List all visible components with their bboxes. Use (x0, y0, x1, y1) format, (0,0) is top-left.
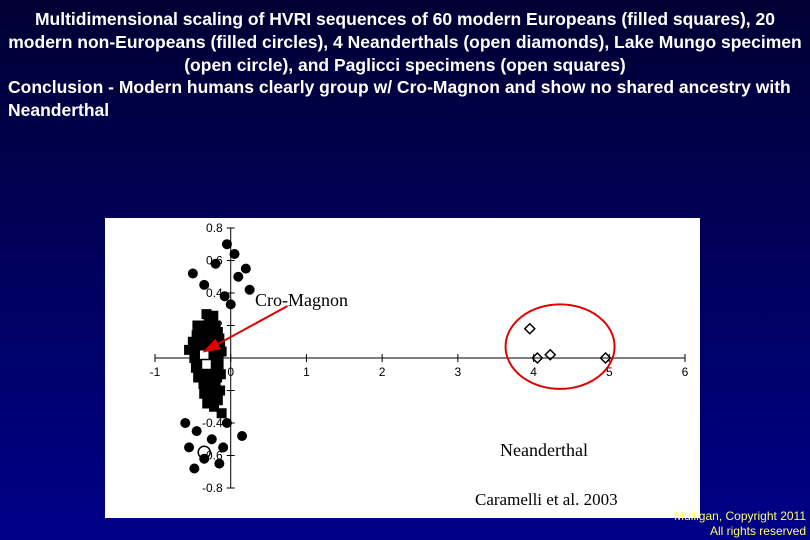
neanderthal-label: Neanderthal (500, 440, 588, 461)
cro-magnon-label: Cro-Magnon (255, 290, 348, 311)
chart-svg: -10123456-0.8-0.6-0.4-0.20.20.40.60.8 (105, 218, 700, 518)
svg-text:0.8: 0.8 (206, 221, 223, 235)
svg-text:-0.8: -0.8 (202, 481, 223, 495)
svg-text:2: 2 (379, 365, 386, 379)
svg-text:6: 6 (682, 365, 689, 379)
copyright-line1: Mulligan, Copyright 2011 (674, 509, 806, 523)
citation-label: Caramelli et al. 2003 (475, 490, 618, 510)
mds-scatter-chart: -10123456-0.8-0.6-0.4-0.20.20.40.60.8 Cr… (105, 218, 700, 518)
title-conclusion: Conclusion - Modern humans clearly group… (6, 76, 804, 122)
svg-text:3: 3 (455, 365, 462, 379)
svg-text:0: 0 (227, 365, 234, 379)
svg-text:1: 1 (303, 365, 310, 379)
svg-text:-1: -1 (150, 365, 161, 379)
title-description: Multidimensional scaling of HVRI sequenc… (6, 8, 804, 76)
svg-text:4: 4 (530, 365, 537, 379)
copyright-line2: All rights reserved (674, 524, 806, 538)
copyright-notice: Mulligan, Copyright 2011 All rights rese… (674, 509, 806, 538)
